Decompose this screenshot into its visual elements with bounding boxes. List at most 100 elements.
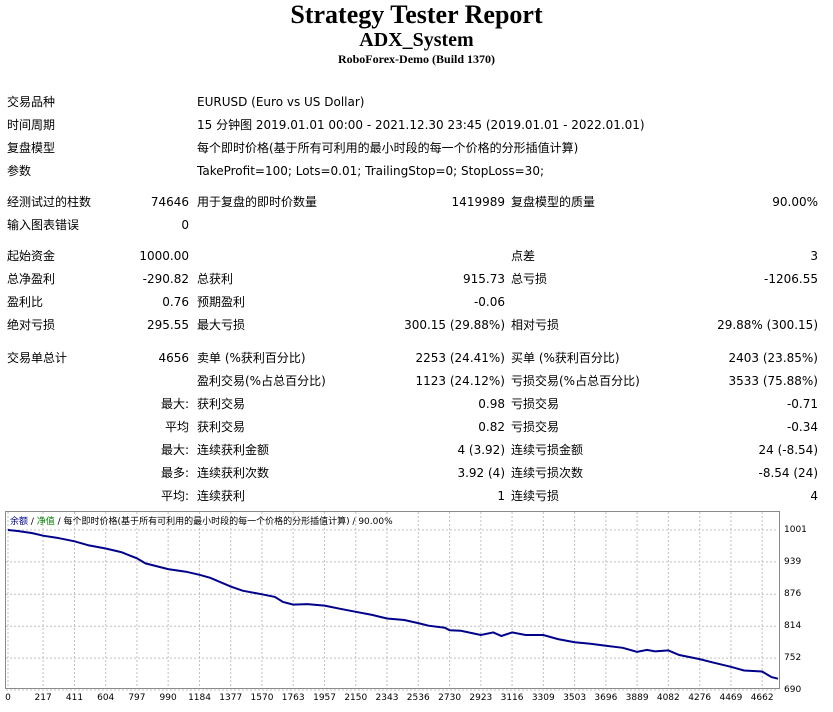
period-label: 时间周期: [7, 118, 56, 132]
x-tick-label: 0: [5, 693, 11, 703]
largest-loss-label: 亏损交易: [511, 397, 560, 411]
x-tick-label: 1377: [219, 693, 243, 703]
max-consecutive-losses-value: 24 (-8.54): [758, 443, 819, 457]
params-value: TakeProfit=100; Lots=0.01; TrailingStop=…: [197, 164, 544, 178]
x-tick-label: 2536: [406, 693, 430, 703]
average-win-label: 获利交易: [197, 420, 246, 434]
chart-legend-balance: 余额: [10, 517, 29, 527]
maximum-label: 最大:: [160, 443, 189, 457]
y-tick-label: 876: [784, 589, 802, 600]
avg-consecutive-losses-label: 连续亏损: [511, 489, 560, 503]
gross-loss-value: -1206.55: [764, 272, 818, 286]
x-tick-label: 4469: [719, 693, 743, 703]
params-label: 参数: [7, 164, 32, 178]
x-tick-label: 3889: [625, 693, 649, 703]
most-label: 最多:: [160, 466, 189, 480]
profit-trades-value: 1123 (24.12%): [415, 374, 505, 388]
x-tick-label: 990: [159, 693, 177, 703]
x-tick-label: 3309: [531, 693, 555, 703]
x-tick-label: 797: [128, 693, 146, 703]
max-consecutive-wins-value: 4 (3.92): [457, 443, 505, 457]
avg-consecutive-losses-value: 4: [810, 489, 818, 503]
most-consecutive-losses-value: -8.54 (24): [758, 466, 819, 480]
loss-trades-label: 亏损交易(%占总百分比): [511, 374, 640, 388]
largest-loss-value: -0.71: [786, 397, 818, 411]
y-tick-label: 752: [784, 653, 802, 664]
spread-label: 点差: [511, 249, 536, 263]
period-value: 15 分钟图 2019.01.01 00:00 - 2021.12.30 23:…: [197, 118, 645, 132]
max-drawdown-value: 300.15 (29.88%): [404, 318, 505, 332]
x-tick-label: 4276: [688, 693, 712, 703]
x-tick-label: 1763: [281, 693, 305, 703]
expected-payoff-label: 预期盈利: [197, 295, 246, 309]
gross-profit-label: 总获利: [197, 272, 234, 286]
net-profit-label: 总净盈利: [7, 272, 56, 286]
x-tick-label: 2730: [438, 693, 462, 703]
expected-payoff-value: -0.06: [473, 295, 505, 309]
chart-legend-equity: 净值: [36, 517, 55, 527]
avg-consecutive-wins-label: 连续获利: [197, 489, 246, 503]
abs-drawdown-label: 绝对亏损: [7, 318, 56, 332]
errors-value: 0: [181, 218, 189, 232]
avg-consecutive-wins-value: 1: [497, 489, 505, 503]
x-tick-label: 4082: [656, 693, 680, 703]
deposit-value: 1000.00: [139, 249, 189, 263]
average2-label: 平均:: [160, 489, 189, 503]
x-tick-label: 1570: [250, 693, 274, 703]
rel-drawdown-label: 相对亏损: [511, 318, 560, 332]
chart-legend-separator: /: [28, 517, 37, 527]
profit-trades-label: 盈利交易(%占总百分比): [197, 374, 326, 388]
ticks-value: 1419989: [451, 195, 505, 209]
x-tick-label: 2150: [344, 693, 368, 703]
average-loss-value: -0.34: [786, 420, 818, 434]
long-positions-label: 买单 (%获利百分比): [511, 351, 620, 365]
x-tick-label: 2343: [375, 693, 399, 703]
model-label: 复盘模型: [7, 141, 56, 155]
balance-series-line: [7, 529, 779, 680]
symbol-label: 交易品种: [7, 95, 56, 109]
most-consecutive-wins-label: 连续获利次数: [197, 466, 270, 480]
profit-factor-value: 0.76: [162, 295, 189, 309]
average-label: 平均: [164, 420, 189, 434]
errors-label: 输入图表错误: [7, 218, 80, 232]
chart-header: 余额 / 净值 / 每个即时价格(基于所有可利用的最小时段的每一个价格的分形插值…: [10, 514, 393, 527]
max-drawdown-label: 最大亏损: [197, 318, 246, 332]
x-tick-label: 3116: [500, 693, 524, 703]
symbol-value: EURUSD (Euro vs US Dollar): [197, 95, 365, 109]
y-tick-label: 939: [784, 556, 802, 567]
x-tick-label: 3503: [563, 693, 587, 703]
x-tick-label: 4662: [750, 693, 774, 703]
bars-label: 经测试过的柱数: [7, 195, 92, 209]
gross-profit-value: 915.73: [463, 272, 505, 286]
total-trades-value: 4656: [158, 351, 189, 365]
average-win-value: 0.82: [478, 420, 505, 434]
x-tick-label: 604: [97, 693, 115, 703]
loss-trades-value: 3533 (75.88%): [728, 374, 818, 388]
x-tick-label: 3696: [594, 693, 618, 703]
most-consecutive-losses-label: 连续亏损次数: [511, 466, 584, 480]
short-positions-label: 卖单 (%获利百分比): [197, 351, 306, 365]
quality-label: 复盘模型的质量: [511, 195, 596, 209]
bars-value: 74646: [150, 195, 189, 209]
x-tick-label: 2923: [469, 693, 493, 703]
y-tick-label: 814: [784, 621, 802, 632]
total-trades-label: 交易单总计: [7, 351, 68, 365]
max-consecutive-wins-label: 连续获利金额: [197, 443, 270, 457]
gross-loss-label: 总亏损: [511, 272, 548, 286]
largest-win-value: 0.98: [478, 397, 505, 411]
max-consecutive-losses-label: 连续亏损金额: [511, 443, 584, 457]
deposit-label: 起始资金: [7, 249, 56, 263]
short-positions-value: 2253 (24.41%): [415, 351, 505, 365]
most-consecutive-wins-value: 3.92 (4): [457, 466, 505, 480]
y-tick-label: 690: [784, 685, 802, 695]
server-build: RoboForex-Demo (Build 1370): [337, 52, 496, 66]
y-tick-label: 1001: [784, 525, 807, 535]
rel-drawdown-value: 29.88% (300.15): [717, 318, 818, 332]
x-tick-label: 217: [34, 693, 52, 703]
x-tick-label: 411: [65, 693, 84, 703]
abs-drawdown-value: 295.55: [147, 318, 189, 332]
ticks-label: 用于复盘的即时价数量: [197, 195, 318, 209]
spread-value: 3: [810, 249, 818, 263]
largest-label: 最大:: [160, 397, 189, 411]
